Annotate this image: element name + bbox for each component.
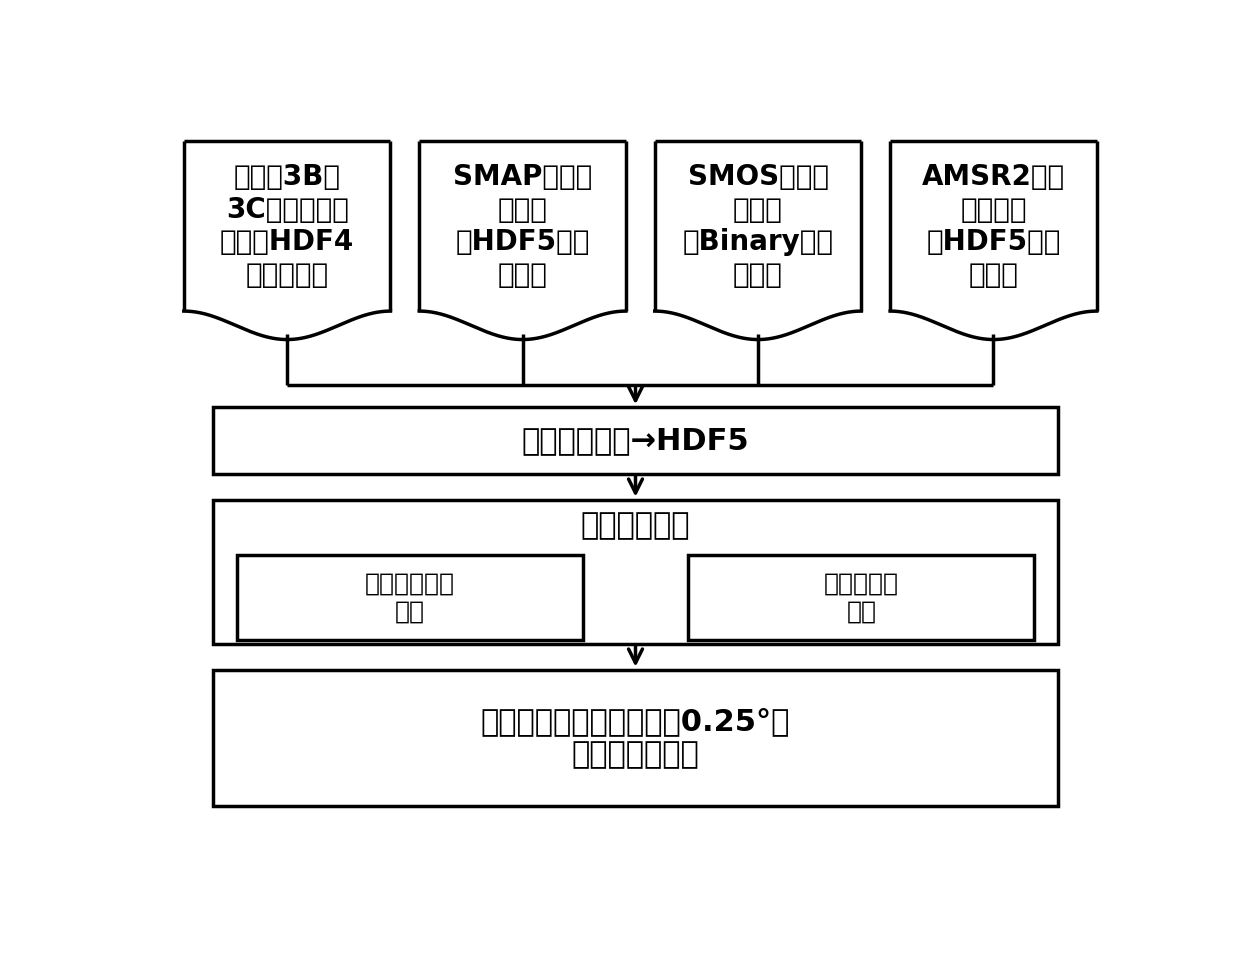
- Text: AMSR2亮度
温度产品
（HDF5存储
格式）: AMSR2亮度 温度产品 （HDF5存储 格式）: [921, 163, 1065, 289]
- FancyBboxPatch shape: [688, 555, 1034, 640]
- FancyBboxPatch shape: [237, 555, 583, 640]
- Text: 数据格式转换→HDF5: 数据格式转换→HDF5: [522, 426, 749, 455]
- Text: 空间拼接、产生一致化的0.25°亮
度温度产品序列: 空间拼接、产生一致化的0.25°亮 度温度产品序列: [481, 707, 790, 769]
- FancyBboxPatch shape: [213, 499, 1058, 644]
- Text: 风云（3B、
3C）亮度温度
产品（HDF4
存储格式）: 风云（3B、 3C）亮度温度 产品（HDF4 存储格式）: [219, 163, 355, 289]
- FancyBboxPatch shape: [213, 670, 1058, 806]
- Text: 距离最近点
投影: 距离最近点 投影: [823, 571, 899, 623]
- Text: SMAP亮度温
度产品
（HDF5存储
格式）: SMAP亮度温 度产品 （HDF5存储 格式）: [453, 163, 593, 289]
- FancyBboxPatch shape: [213, 407, 1058, 473]
- Text: 重新抽样处理: 重新抽样处理: [580, 511, 691, 540]
- Text: SMOS亮度温
度产品
（Binary存储
格式）: SMOS亮度温 度产品 （Binary存储 格式）: [682, 163, 833, 289]
- Text: 面积加权平均
聚合: 面积加权平均 聚合: [365, 571, 455, 623]
